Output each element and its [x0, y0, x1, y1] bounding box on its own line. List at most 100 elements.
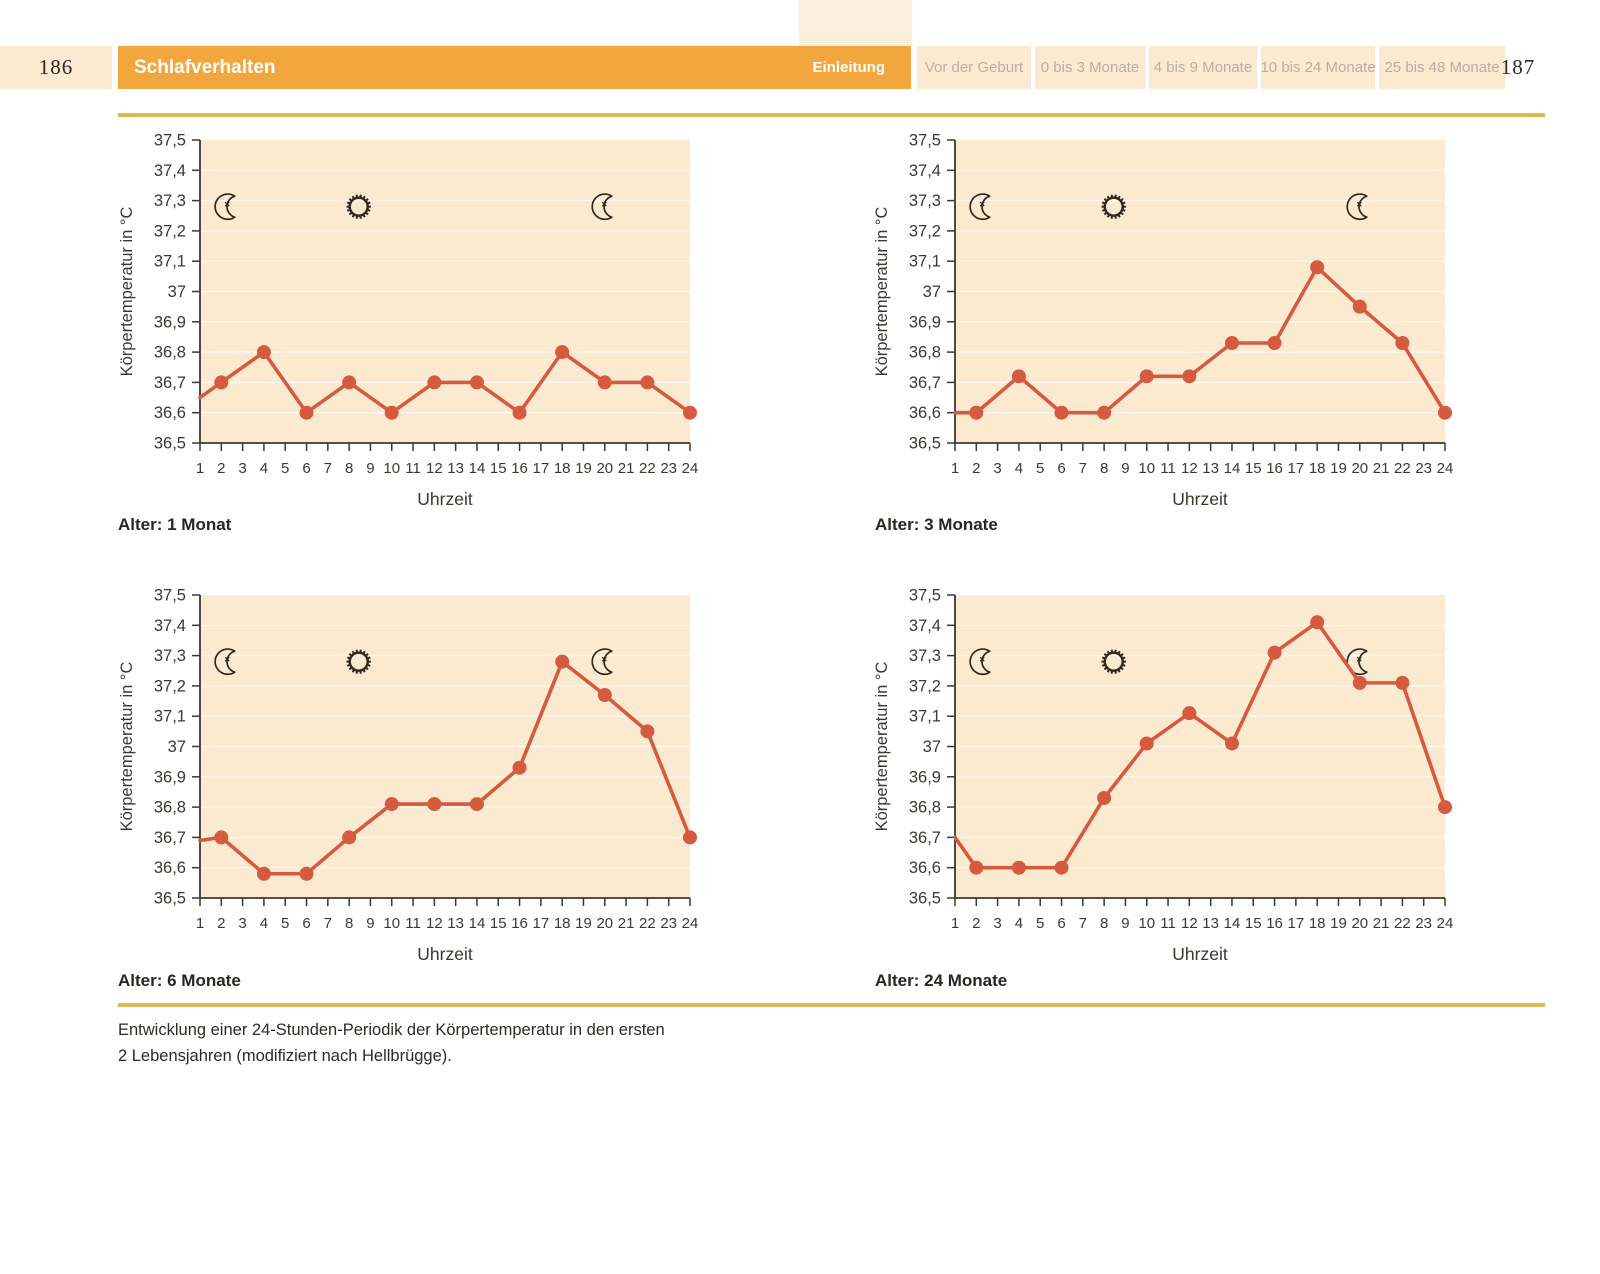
data-point — [1438, 800, 1452, 815]
sun-ray — [351, 650, 355, 654]
y-tick-label: 36,9 — [909, 313, 941, 331]
x-tick-label: 17 — [1288, 915, 1305, 932]
x-tick-label: 11 — [405, 460, 421, 477]
chart-24-monate: 37,5 37,4 37,3 37,2 37,1 37 36,9 36,8 36,7 36,6 36… — [873, 585, 1493, 965]
chart-1-monat-svg: 37,537,437,337,237,13736,936,836,736,636… — [118, 132, 699, 510]
data-point — [214, 830, 229, 845]
y-tick-label: 37,3 — [909, 192, 941, 210]
sun-ray — [1103, 198, 1108, 202]
sun-ray — [1103, 667, 1108, 671]
sun-icon — [346, 194, 371, 219]
x-tick-label: 1 — [951, 915, 959, 932]
data-point — [1267, 336, 1282, 351]
x-tick-label: 23 — [1415, 460, 1432, 477]
tab-10-bis-24-monate[interactable]: 10 bis 24 Monate — [1260, 46, 1376, 89]
x-tick-label: 8 — [1100, 915, 1108, 932]
x-tick-label: 21 — [1373, 915, 1390, 932]
x-tick-label: 10 — [383, 460, 400, 477]
y-tick-label: 37,2 — [909, 677, 941, 695]
sun-ray — [348, 198, 353, 202]
x-axis-title: Uhrzeit — [1172, 944, 1228, 964]
x-tick-label: 9 — [366, 460, 374, 477]
x-tick-label: 7 — [1079, 915, 1087, 932]
x-tick-label: 17 — [533, 460, 550, 477]
y-tick-label: 37,2 — [909, 222, 941, 240]
x-tick-label: 24 — [1437, 460, 1454, 477]
data-point — [256, 345, 271, 360]
tab-0-bis-3-monate[interactable]: 0 bis 3 Monate — [1035, 46, 1145, 89]
sun-ray — [1122, 209, 1126, 212]
data-point — [597, 687, 612, 702]
x-tick-label: 1 — [196, 915, 204, 932]
x-tick-label: 16 — [511, 460, 528, 477]
sun-ray — [1117, 195, 1121, 199]
data-point — [256, 866, 271, 881]
moon-face-eye — [979, 656, 985, 662]
figure-caption: Entwicklung einer 24-Stunden-Periodik de… — [118, 1017, 778, 1069]
y-tick-label: 37,1 — [909, 253, 941, 271]
sun-disc — [348, 651, 369, 672]
y-axis-title: Körpertemperatur in °C — [873, 207, 891, 377]
data-point — [597, 375, 612, 390]
sun-ray — [1122, 656, 1126, 660]
y-tick-label: 37,4 — [909, 162, 941, 180]
x-tick-label: 21 — [1373, 460, 1390, 477]
sun-ray — [1120, 667, 1124, 671]
y-tick-label: 37,1 — [154, 253, 186, 271]
x-tick-label: 22 — [639, 915, 656, 932]
moon-icon — [591, 193, 613, 221]
x-tick-label: 2 — [217, 460, 225, 477]
sun-ray — [1122, 664, 1126, 667]
sun-ray — [351, 214, 355, 218]
y-axis-title: Körpertemperatur in °C — [873, 662, 891, 832]
sun-ray — [365, 212, 369, 216]
moon-face-eye — [224, 656, 230, 662]
tab-25-bis-48-monate[interactable]: 25 bis 48 Monate — [1379, 46, 1505, 89]
moon-icon — [214, 648, 236, 676]
tab-einleitung-active[interactable]: Einleitung — [812, 59, 886, 76]
x-tick-label: 2 — [217, 915, 225, 932]
x-tick-label: 22 — [1394, 915, 1411, 932]
x-tick-label: 10 — [383, 915, 400, 932]
x-tick-label: 8 — [1100, 460, 1108, 477]
y-tick-label: 36,6 — [154, 404, 186, 422]
data-point — [342, 830, 357, 845]
data-point — [214, 375, 229, 390]
y-tick-label: 36,7 — [909, 829, 941, 847]
y-tick-label: 37 — [923, 738, 941, 756]
moon-face-eye — [1356, 201, 1362, 207]
x-tick-label: 4 — [260, 915, 268, 932]
y-tick-label: 37,1 — [909, 708, 941, 726]
sun-ray — [1106, 650, 1110, 654]
y-tick-label: 37,5 — [154, 587, 186, 605]
x-tick-label: 18 — [554, 460, 571, 477]
y-tick-label: 37,3 — [909, 647, 941, 665]
data-point — [1139, 736, 1154, 751]
moon-face-eye — [224, 201, 230, 207]
tab-4-bis-9-monate[interactable]: 4 bis 9 Monate — [1149, 46, 1257, 89]
y-tick-label: 36,9 — [909, 768, 941, 786]
y-tick-label: 37,4 — [154, 617, 186, 635]
data-point — [1054, 405, 1069, 420]
x-tick-label: 16 — [1266, 460, 1283, 477]
x-tick-label: 24 — [682, 915, 699, 932]
y-tick-label: 37,5 — [909, 587, 941, 605]
data-point — [969, 860, 984, 875]
data-point — [1097, 405, 1112, 420]
x-tick-label: 6 — [1057, 915, 1065, 932]
sun-ray — [1117, 214, 1121, 218]
data-point — [1352, 675, 1367, 690]
y-tick-label: 36,7 — [909, 374, 941, 392]
data-point — [683, 405, 697, 420]
y-tick-label: 37,1 — [154, 708, 186, 726]
tab-vor-der-geburt[interactable]: Vor der Geburt — [917, 46, 1031, 89]
x-tick-label: 7 — [324, 915, 332, 932]
sun-ray — [1117, 669, 1121, 673]
x-tick-label: 13 — [447, 915, 464, 932]
data-point — [1011, 369, 1026, 384]
x-tick-label: 24 — [682, 460, 699, 477]
data-point — [469, 375, 484, 390]
x-tick-label: 4 — [1015, 460, 1023, 477]
y-tick-label: 36,8 — [909, 344, 941, 362]
